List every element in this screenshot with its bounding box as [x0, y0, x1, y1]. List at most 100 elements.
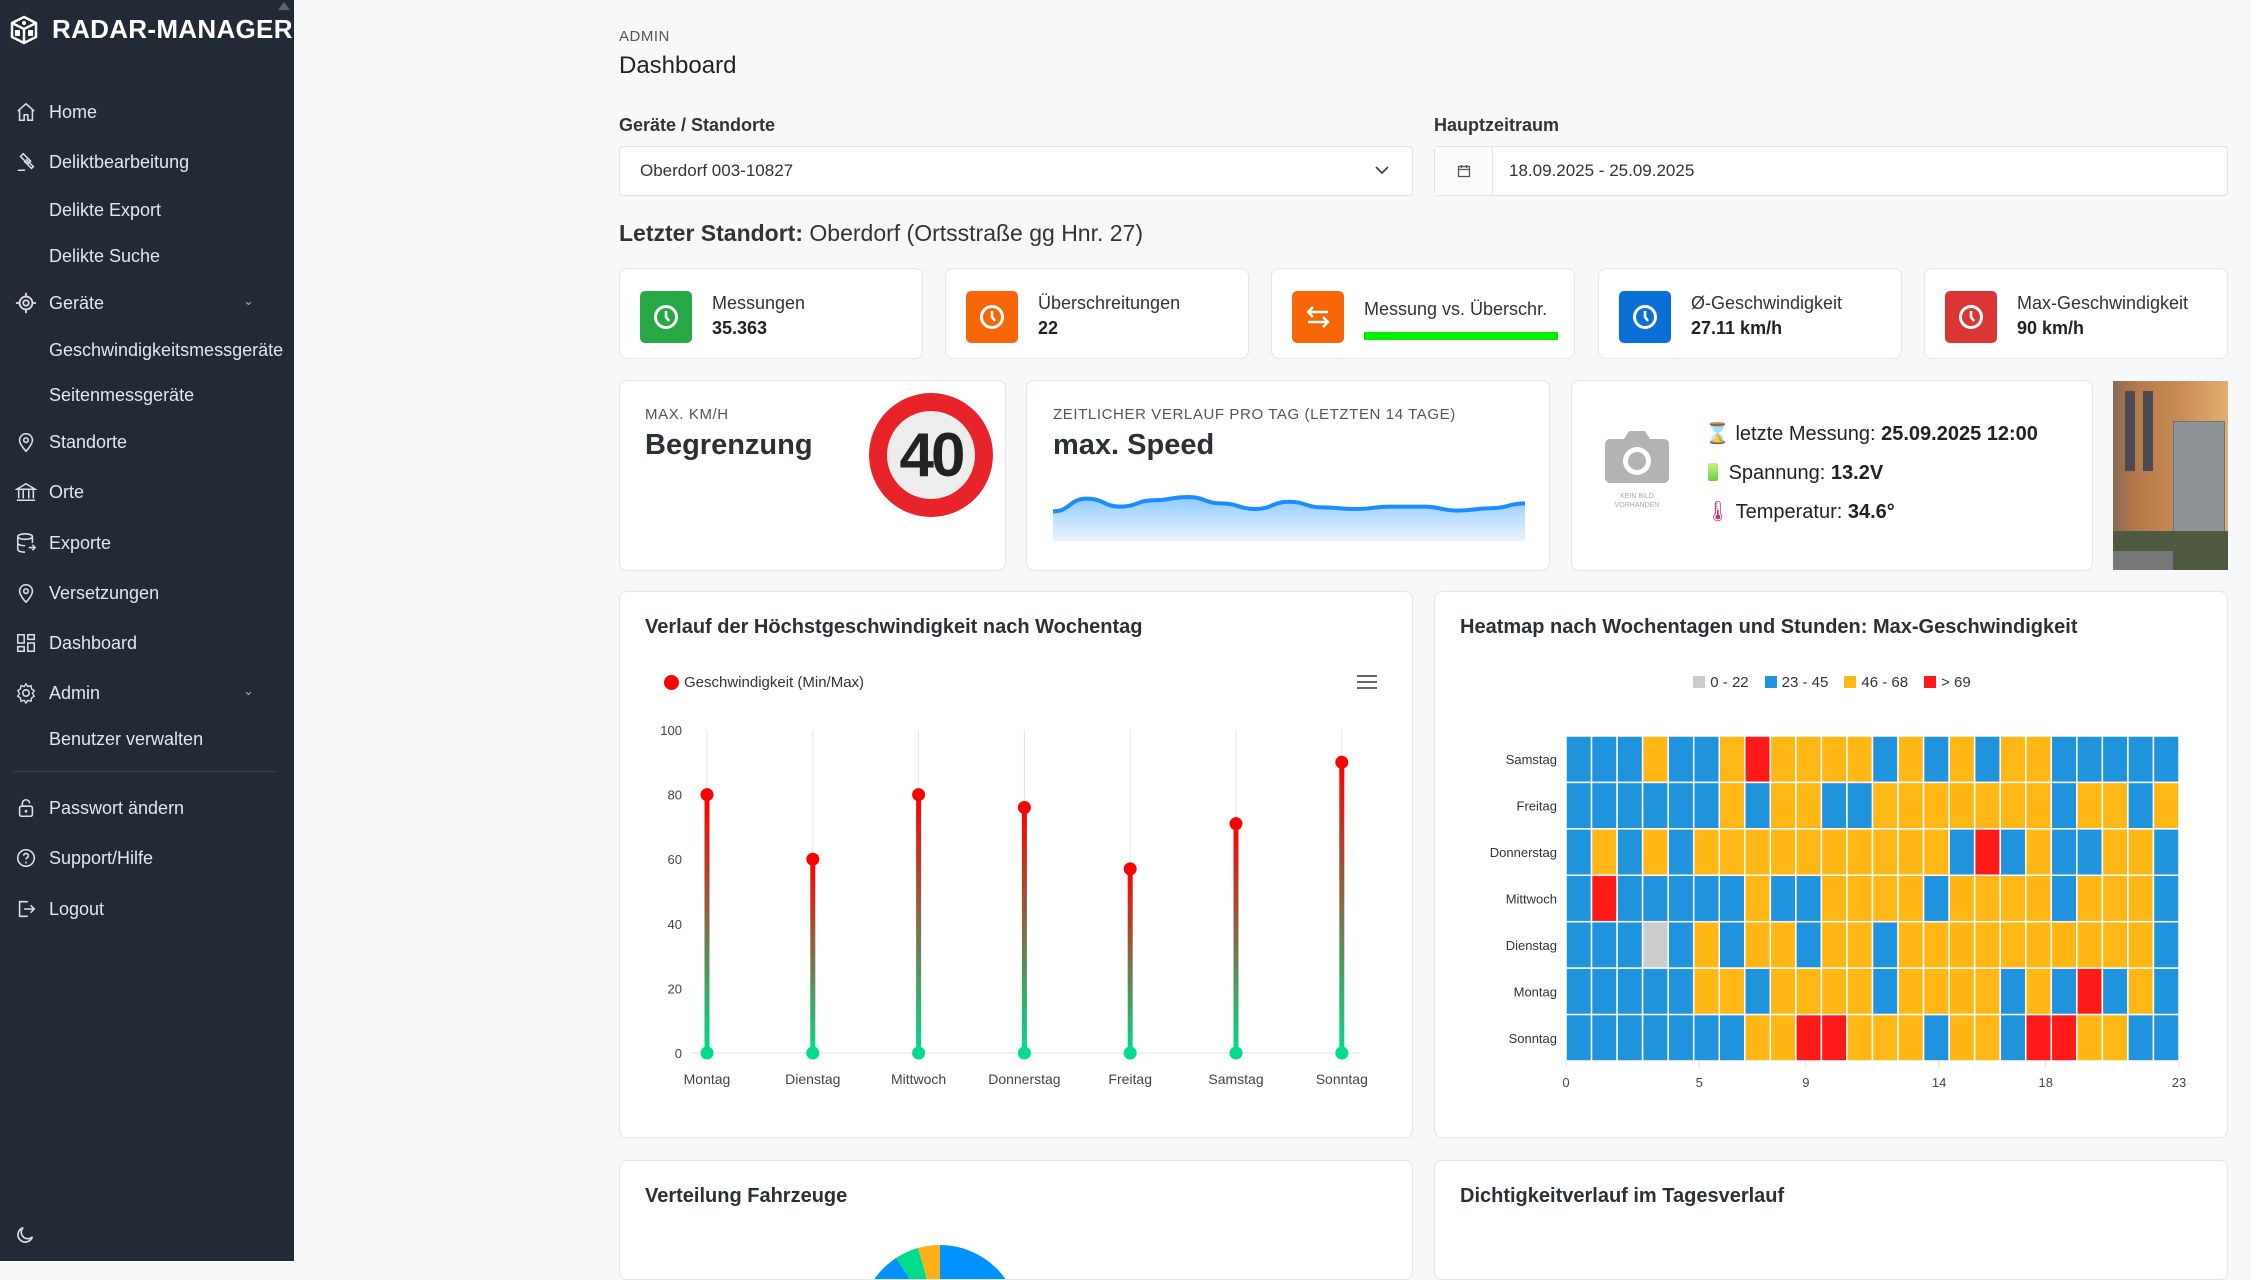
sidebar-item-seitenmessgeräte[interactable]: Seitenmessgeräte [0, 383, 294, 407]
heatmap-cell[interactable] [1846, 920, 1874, 969]
min-point[interactable] [912, 1046, 926, 1060]
heatmap-cell[interactable] [1692, 828, 1721, 877]
heatmap-cell[interactable] [1897, 1013, 1925, 1062]
heatmap-cell[interactable] [1641, 967, 1669, 1016]
heatmap-cell[interactable] [1692, 920, 1721, 969]
heatmap-cell[interactable] [1999, 781, 2027, 830]
heatmap-cell[interactable] [1846, 735, 1874, 784]
sidebar-item-versetzungen[interactable]: Versetzungen [0, 581, 294, 605]
heatmap-cell[interactable] [2101, 735, 2129, 784]
heatmap-cell[interactable] [1616, 967, 1644, 1016]
heatmap-cell[interactable] [1744, 920, 1772, 969]
scrollbar-up-arrow[interactable] [278, 2, 290, 10]
legend-item[interactable]: 23 - 45 [1764, 674, 1828, 691]
device-select[interactable]: Oberdorf 003-10827 [619, 146, 1413, 196]
heatmap-cell[interactable] [2101, 1013, 2129, 1062]
heatmap-cell[interactable] [1973, 920, 2001, 969]
sidebar-item-passwort-ändern[interactable]: Passwort ändern [0, 796, 294, 820]
heatmap-cell[interactable] [1922, 874, 1950, 923]
max-point[interactable] [700, 788, 714, 802]
heatmap-cell[interactable] [1999, 967, 2027, 1016]
heatmap-cell[interactable] [1846, 781, 1874, 830]
heatmap-cell[interactable] [2050, 874, 2078, 923]
heatmap-cell[interactable] [1565, 828, 1593, 877]
heatmap-cell[interactable] [2050, 828, 2078, 877]
moon-icon[interactable] [14, 1224, 36, 1246]
heatmap-cell[interactable] [1871, 735, 1899, 784]
heatmap-cell[interactable] [2101, 920, 2129, 969]
max-point[interactable] [1335, 755, 1349, 769]
heatmap-cell[interactable] [1922, 735, 1950, 784]
heatmap-cell[interactable] [1871, 828, 1899, 877]
heatmap-cell[interactable] [1641, 874, 1669, 923]
heatmap-cell[interactable] [1820, 920, 1848, 969]
heatmap-cell[interactable] [1641, 735, 1669, 784]
heatmap-cell[interactable] [1641, 828, 1669, 877]
min-point[interactable] [1229, 1046, 1243, 1060]
sidebar-item-home[interactable]: Home [0, 100, 294, 124]
heatmap-cell[interactable] [1948, 967, 1976, 1016]
heatmap-cell[interactable] [1769, 828, 1797, 877]
heatmap-cell[interactable] [1973, 828, 2001, 877]
heatmap-cell[interactable] [2025, 1013, 2053, 1062]
heatmap-cell[interactable] [1667, 1013, 1695, 1062]
heatmap-cell[interactable] [1667, 920, 1695, 969]
heatmap-cell[interactable] [1667, 874, 1695, 923]
sidebar-item-delikte-export[interactable]: Delikte Export [0, 198, 294, 222]
heatmap-cell[interactable] [1948, 920, 1976, 969]
sidebar-item-logout[interactable]: Logout [0, 897, 294, 921]
heatmap-cell[interactable] [1795, 874, 1823, 923]
heatmap-cell[interactable] [1590, 828, 1618, 877]
heatmap-cell[interactable] [1590, 781, 1618, 830]
heatmap-cell[interactable] [2101, 781, 2129, 830]
heatmap-cell[interactable] [2025, 735, 2053, 784]
sidebar-item-support-hilfe[interactable]: Support/Hilfe [0, 846, 294, 870]
sidebar-item-dashboard[interactable]: Dashboard [0, 631, 294, 655]
heatmap-cell[interactable] [2025, 781, 2053, 830]
heatmap-cell[interactable] [2101, 874, 2129, 923]
heatmap-cell[interactable] [1973, 781, 2001, 830]
heatmap-cell[interactable] [1692, 1013, 1721, 1062]
sidebar-item-delikte-suche[interactable]: Delikte Suche [0, 244, 294, 268]
heatmap-cell[interactable] [1973, 1013, 2001, 1062]
heatmap-cell[interactable] [1692, 781, 1721, 830]
heatmap-cell[interactable] [1667, 828, 1695, 877]
heatmap-cell[interactable] [2076, 735, 2104, 784]
min-point[interactable] [1123, 1046, 1137, 1060]
max-point[interactable] [1017, 801, 1031, 815]
heatmap-cell[interactable] [2050, 781, 2078, 830]
heatmap-cell[interactable] [1820, 1013, 1848, 1062]
heatmap-cell[interactable] [2152, 874, 2180, 923]
heatmap-cell[interactable] [2025, 920, 2053, 969]
heatmap-cell[interactable] [1795, 1013, 1823, 1062]
heatmap-cell[interactable] [1565, 735, 1593, 784]
heatmap-cell[interactable] [1795, 735, 1823, 784]
heatmap-cell[interactable] [2050, 967, 2078, 1016]
heatmap-cell[interactable] [1565, 920, 1593, 969]
heatmap-cell[interactable] [1820, 735, 1848, 784]
heatmap-cell[interactable] [2152, 735, 2180, 784]
heatmap-cell[interactable] [1565, 967, 1593, 1016]
heatmap-cell[interactable] [1769, 781, 1797, 830]
heatmap-cell[interactable] [1897, 920, 1925, 969]
max-point[interactable] [912, 788, 926, 802]
heatmap-cell[interactable] [2076, 967, 2104, 1016]
legend-item[interactable]: 46 - 68 [1844, 674, 1908, 691]
heatmap-cell[interactable] [2127, 735, 2155, 784]
min-point[interactable] [806, 1046, 820, 1060]
heatmap-cell[interactable] [1769, 874, 1797, 923]
heatmap-cell[interactable] [2152, 967, 2180, 1016]
heatmap-cell[interactable] [2127, 1013, 2155, 1062]
heatmap-cell[interactable] [1565, 874, 1593, 923]
heatmap-cell[interactable] [1922, 828, 1950, 877]
heatmap-cell[interactable] [1948, 874, 1976, 923]
heatmap-cell[interactable] [1999, 874, 2027, 923]
heatmap-cell[interactable] [1897, 828, 1925, 877]
heatmap-cell[interactable] [1795, 828, 1823, 877]
heatmap-cell[interactable] [1565, 1013, 1593, 1062]
heatmap-cell[interactable] [1744, 967, 1772, 1016]
app-logo[interactable]: RADAR-MANAGER [10, 14, 293, 45]
heatmap-cell[interactable] [2152, 920, 2180, 969]
heatmap-cell[interactable] [1897, 781, 1925, 830]
heatmap-cell[interactable] [1616, 735, 1644, 784]
